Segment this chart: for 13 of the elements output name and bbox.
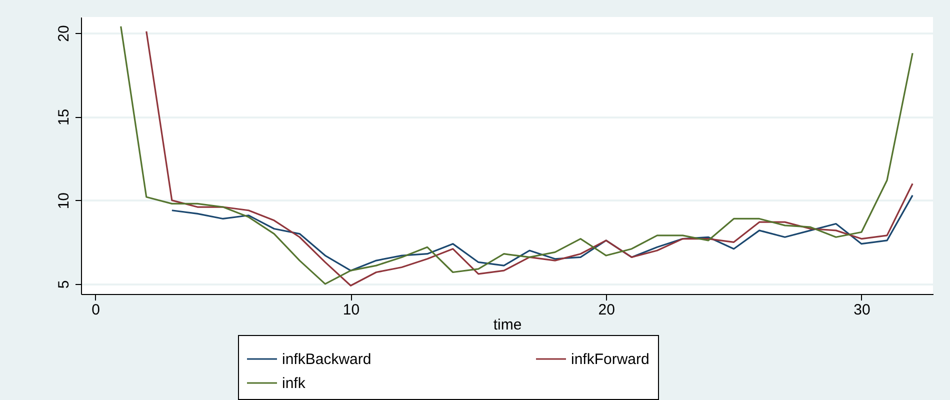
x-tick-label: 0 — [92, 302, 100, 318]
legend-label: infkForward — [571, 351, 650, 368]
x-tick-label: 30 — [854, 302, 870, 318]
x-tick-label: 20 — [598, 302, 615, 318]
x-axis-title: time — [493, 316, 522, 334]
legend-label: infkBackward — [282, 351, 372, 368]
line-series — [171, 194, 914, 272]
y-tick-label: 10 — [56, 192, 72, 210]
legend-label: infk — [282, 375, 306, 392]
y-tick-label: 5 — [56, 280, 72, 289]
y-tick-label: 15 — [56, 108, 72, 126]
x-tick-label: 10 — [342, 302, 360, 318]
y-tick-label: 20 — [56, 25, 72, 42]
